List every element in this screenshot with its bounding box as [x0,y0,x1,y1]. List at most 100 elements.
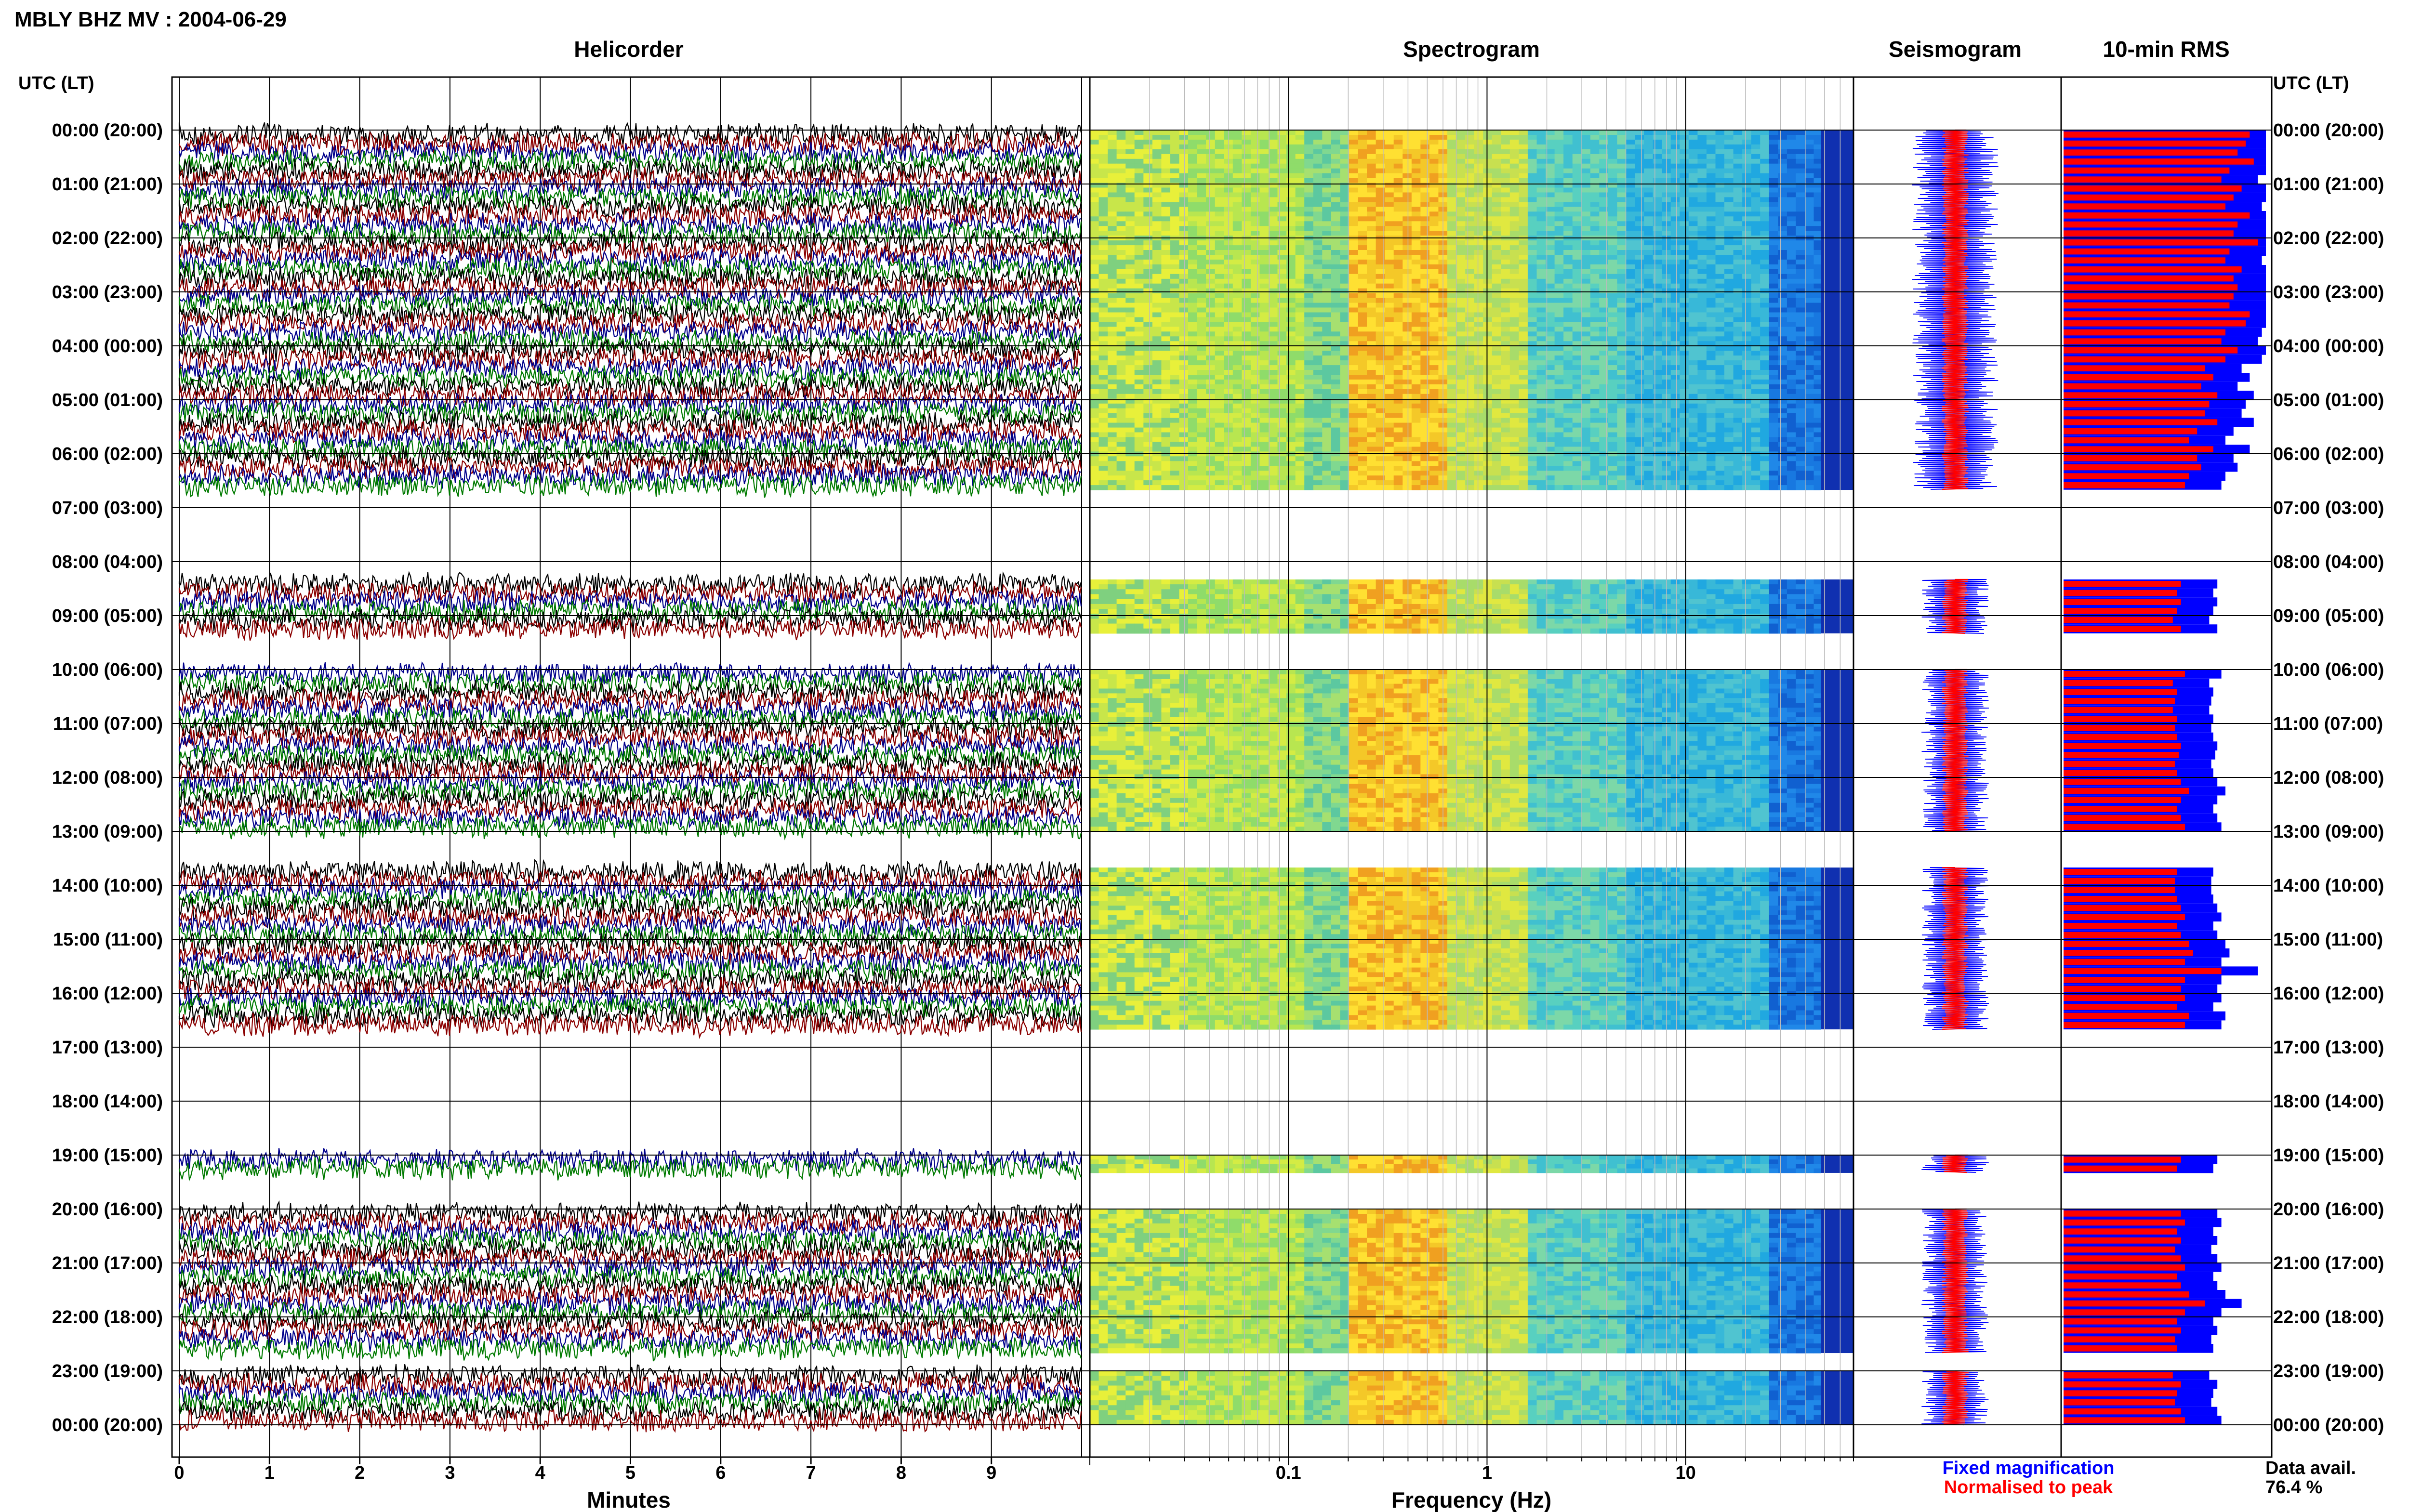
spectrogram-cell [1796,202,1805,207]
spectrogram-cell [1420,408,1430,414]
spectrogram-cell [1715,327,1725,332]
spectrogram-cell [1751,255,1760,260]
spectrogram-cell [1724,322,1734,327]
spectrogram-cell [1536,163,1546,169]
spectrogram-cell [1179,240,1189,246]
spectrogram-cell [1715,307,1725,313]
spectrogram-cell [1179,216,1189,222]
spectrogram-cell [1447,322,1457,327]
spectrogram-cell [1170,187,1179,193]
spectrogram-cell [1367,298,1377,303]
spectrogram-cell [1367,307,1377,313]
spectrogram-cell [1787,178,1796,184]
spectrogram-cell [1742,245,1752,250]
spectrogram-cell [1125,202,1135,207]
spectrogram-cell [1358,408,1367,414]
spectrogram-cell [1644,197,1654,202]
spectrogram-cell [1116,259,1126,265]
spectrogram-cell [1403,149,1412,155]
spectrogram-cell [1259,278,1269,284]
spectrogram-cell [1554,163,1564,169]
spectrogram-cell [1331,135,1340,140]
spectrogram-cell [1474,187,1483,193]
spectrogram-cell [1536,408,1546,414]
spectrogram-cell [1608,360,1617,366]
spectrogram-cell [1536,331,1546,337]
spectrogram-cell [1724,168,1734,174]
spectrogram-cell [1688,173,1698,179]
spectrogram-cell [1626,288,1636,294]
spectrogram-cell [1769,259,1778,265]
spectrogram-cell [1349,139,1358,145]
spectrogram-cell [1590,135,1600,140]
spectrogram-cell [1349,365,1358,370]
spectrogram-cell [1688,389,1698,394]
spectrogram-cell [1581,408,1591,414]
spectrogram-cell [1250,283,1260,289]
spectrogram-cell [1680,298,1689,303]
spectrogram-cell [1787,283,1796,289]
spectrogram-cell [1778,259,1787,265]
spectrogram-cell [1760,183,1770,188]
spectrogram-cell [1527,226,1537,231]
spectrogram-cell [1099,365,1108,370]
spectrogram-cell [1090,331,1099,337]
spectrogram-cell [1393,144,1403,150]
spectrogram-cell [1599,274,1609,279]
spectrogram-cell [1581,168,1591,174]
spectrogram-cell [1277,355,1287,361]
spectrogram-cell [1108,168,1117,174]
spectrogram-cell [1805,322,1814,327]
spectrogram-cell [1760,375,1770,380]
spectrogram-cell [1635,144,1644,150]
spectrogram-cell [1805,317,1814,322]
spectrogram-cell [1143,221,1153,226]
spectrogram-cell [1099,293,1108,299]
spectrogram-cell [1349,302,1358,308]
spectrogram-cell [1367,274,1377,279]
spectrogram-cell [1590,298,1600,303]
spectrogram-cell [1778,255,1787,260]
spectrogram-cell [1259,346,1269,351]
spectrogram-cell [1536,398,1546,404]
spectrogram-cell [1626,389,1636,394]
spectrogram-cell [1465,245,1475,250]
spectrogram-cell [1250,149,1260,155]
spectrogram-cell [1706,139,1716,145]
spectrogram-cell [1474,154,1483,159]
spectrogram-cell [1116,250,1126,255]
spectrogram-cell [1411,173,1421,179]
spectrogram-cell [1715,207,1725,212]
spectrogram-cell [1778,269,1787,275]
spectrogram-cell [1644,355,1654,361]
spectrogram-cell [1116,283,1126,289]
spectrogram-cell [1313,144,1323,150]
spectrogram-cell [1403,163,1412,169]
spectrogram-cell [1447,144,1457,150]
spectrogram-cell [1152,231,1162,236]
spectrogram-cell [1536,168,1546,174]
spectrogram-cell [1349,293,1358,299]
spectrogram-cell [1706,375,1716,380]
spectrogram-cell [1420,211,1430,217]
spectrogram-cell [1501,183,1510,188]
spectrogram-cell [1554,408,1564,414]
spectrogram-cell [1295,163,1305,169]
spectrogram-cell [1385,370,1394,375]
spectrogram-cell [1644,322,1654,327]
spectrogram-cell [1143,384,1153,390]
spectrogram-cell [1626,408,1636,414]
spectrogram-cell [1608,298,1617,303]
spectrogram-cell [1644,307,1654,313]
spectrogram-cell [1492,379,1501,385]
spectrogram-cell [1787,154,1796,159]
spectrogram-cell [1269,173,1278,179]
spectrogram-cell [1134,302,1144,308]
spectrogram-cell [1626,327,1636,332]
spectrogram-cell [1501,360,1510,366]
spectrogram-cell [1340,389,1350,394]
spectrogram-cell [1509,351,1519,356]
helicorder-row-trace [178,859,1082,885]
spectrogram-cell [1751,298,1760,303]
spectrogram-cell [1269,168,1278,174]
